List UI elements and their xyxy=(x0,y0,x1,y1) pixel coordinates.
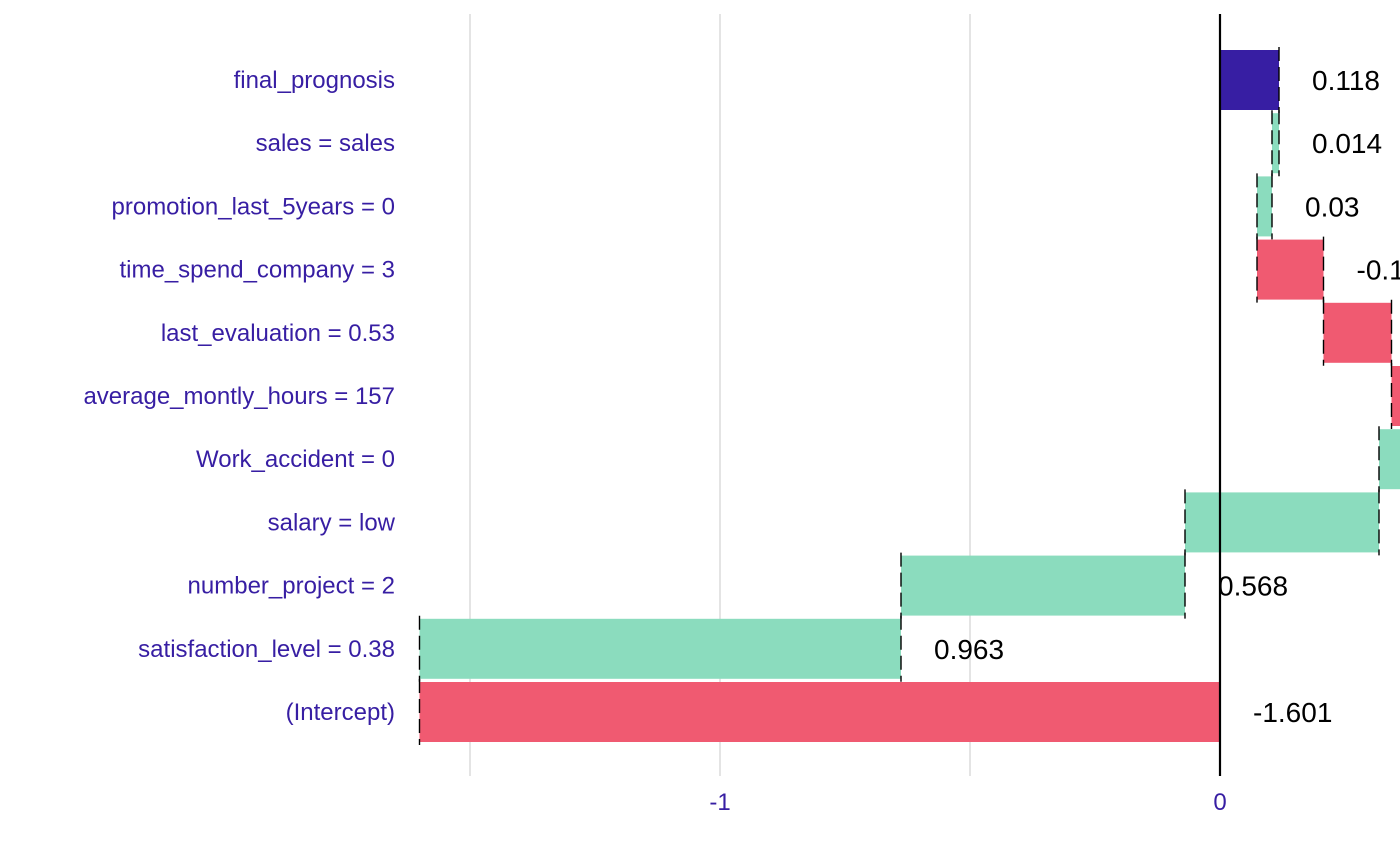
waterfall-bar xyxy=(1220,50,1279,110)
value-label: -1.601 xyxy=(1253,697,1332,728)
category-label: time_spend_company = 3 xyxy=(119,257,395,284)
value-label: -0.133 xyxy=(1357,255,1400,286)
category-label: salary = low xyxy=(268,509,396,536)
category-label: last_evaluation = 0.53 xyxy=(161,320,395,347)
waterfall-bar xyxy=(1272,113,1279,174)
waterfall-bar xyxy=(1379,429,1400,490)
category-label: (Intercept) xyxy=(286,699,395,726)
value-label: 0.118 xyxy=(1312,65,1380,96)
category-label: sales = sales xyxy=(256,130,395,157)
waterfall-bar xyxy=(1257,239,1324,300)
x-tick-label: 0 xyxy=(1213,789,1226,816)
category-label: average_montly_hours = 157 xyxy=(83,383,395,410)
waterfall-bar xyxy=(1185,492,1379,553)
category-label: satisfaction_level = 0.38 xyxy=(138,636,395,663)
waterfall-bar xyxy=(419,618,901,679)
waterfall-bar xyxy=(901,555,1185,616)
x-tick-label: -1 xyxy=(709,789,730,816)
category-label: Work_accident = 0 xyxy=(196,446,395,473)
category-label: number_project = 2 xyxy=(188,573,395,600)
value-label: 0.03 xyxy=(1305,191,1360,222)
category-label: promotion_last_5years = 0 xyxy=(112,193,396,220)
waterfall-bar xyxy=(1391,366,1400,426)
labels-layer: (Intercept) -1.601 satisfaction_level = 0.… xyxy=(83,65,1400,728)
waterfall-bar xyxy=(419,682,1220,742)
waterfall-bar xyxy=(1323,302,1392,363)
value-label: 0.963 xyxy=(934,634,1004,665)
category-label: final_prognosis xyxy=(234,67,395,94)
value-label: 0.014 xyxy=(1312,128,1382,159)
bars-layer xyxy=(418,14,1400,776)
value-label: 0.568 xyxy=(1218,571,1288,602)
waterfall-bar xyxy=(1257,176,1272,237)
